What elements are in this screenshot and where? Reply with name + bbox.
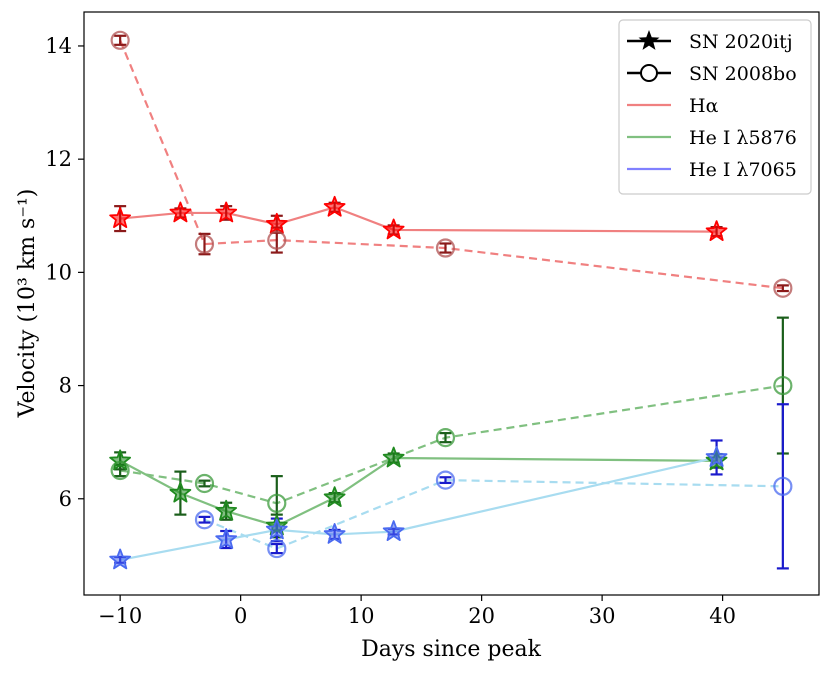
data-point-circle-5-3 [773,476,793,496]
data-point-star-0-0 [109,207,132,228]
legend-entry-3: He I λ5876 [627,127,797,149]
y-tick-label: 8 [59,374,72,398]
data-point-star-4-1 [215,528,238,549]
data-point-star-0-3 [265,212,288,234]
legend: SN 2020itj SN 2008bo Hα He I λ5876 He I λ706… [618,19,812,195]
data-point-circle-3-3 [435,428,456,448]
error-bar-1-4 [776,284,789,293]
data-point-star-0-5 [382,218,405,240]
axes-frame [83,11,820,596]
legend-star-icon [638,30,660,50]
data-point-star-0-1 [169,201,192,223]
legend-circle-icon [640,64,658,82]
error-bar-5-0 [198,515,211,524]
y-tick-label: 12 [45,147,72,171]
y-tick-label: 6 [59,487,72,511]
y-axis-label: Velocity (10³ km s⁻¹) [15,189,40,419]
data-point-circle-5-0 [194,510,215,530]
error-bar-1-1 [198,232,211,256]
legend-entry-4: He I λ7065 [627,159,797,181]
legend-label: He I λ7065 [689,159,797,181]
data-point-circle-5-1 [267,538,287,559]
data-point-star-4-2 [265,518,288,540]
data-point-circle-1-4 [773,278,793,298]
x-tick-label: 40 [709,604,736,628]
data-point-star-2-2 [215,499,238,521]
data-point-star-2-4 [323,486,346,508]
error-bar-1-0 [114,34,127,46]
x-tick-label: 20 [468,604,495,628]
x-tick-label: 10 [348,604,375,628]
data-point-circle-3-1 [194,473,215,494]
data-point-star-4-5 [705,446,728,467]
data-point-star-4-0 [109,548,132,570]
error-bar-1-3 [439,242,452,254]
error-bar-3-3 [439,432,452,444]
data-point-star-2-1 [169,481,192,503]
axis-ticks: −10 0 10 20 30 40 6 8 10 12 14 [45,34,736,628]
legend-entry-2: Hα [627,95,719,117]
legend-label: Hα [689,95,719,117]
legend-entry-0: SN 2020itj [627,30,793,53]
x-axis-label: Days since peak [361,637,542,662]
data-point-circle-1-3 [435,238,456,258]
plot-area [109,30,793,570]
legend-entry-1: SN 2008bo [627,63,797,85]
data-point-circle-1-0 [110,30,130,50]
x-tick-label: 30 [589,604,616,628]
legend-label: SN 2020itj [689,31,793,53]
data-point-circle-1-1 [194,234,215,254]
data-point-star-2-0 [109,449,132,471]
legend-label: SN 2008bo [689,63,797,85]
legend-label: He I λ5876 [689,127,797,149]
data-point-star-0-2 [215,201,238,223]
x-tick-label: −10 [98,604,142,628]
legend-box [618,19,812,195]
y-tick-label: 10 [45,260,72,284]
data-point-circle-1-2 [267,230,287,250]
error-bar-5-1 [270,542,283,555]
error-bar-5-2 [439,476,452,485]
data-point-star-0-6 [705,220,728,242]
data-point-star-2-5 [382,446,405,468]
data-point-circle-5-2 [435,470,456,490]
series-line-4 [119,456,717,561]
x-tick-label: 0 [234,604,247,628]
data-point-circle-3-4 [773,375,793,396]
data-point-circle-3-0 [110,460,130,481]
data-point-star-0-4 [323,195,346,217]
data-point-circle-3-2 [267,493,287,513]
error-bar-3-1 [198,479,211,488]
data-point-star-4-3 [323,523,346,544]
y-tick-label: 14 [45,34,72,58]
data-point-star-4-4 [382,520,405,541]
error-bar-5-3 [776,403,789,570]
